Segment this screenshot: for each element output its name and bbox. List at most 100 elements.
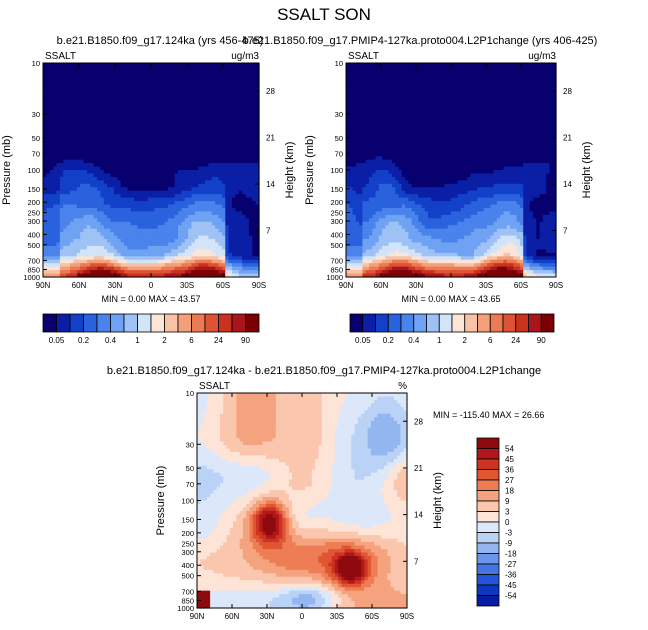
panel0-field-cell bbox=[53, 176, 58, 181]
panel0-field-cell bbox=[83, 118, 88, 123]
panel0-field-cell bbox=[66, 121, 71, 126]
panel0-field-cell bbox=[53, 183, 58, 188]
panel0-field-cell bbox=[255, 156, 260, 161]
panel0-field-cell bbox=[73, 104, 78, 109]
panel1-field-cell bbox=[405, 87, 409, 92]
panel0-field-cell bbox=[140, 190, 145, 195]
panel0-field-cell bbox=[127, 125, 132, 130]
panel0-field-cell bbox=[93, 259, 98, 264]
panel1-field-cell bbox=[408, 94, 413, 99]
panel0-field-cell bbox=[205, 211, 209, 216]
panel0-field-cell bbox=[194, 211, 199, 216]
panel0-field-cell bbox=[245, 104, 250, 109]
panel0-field-cell bbox=[140, 194, 145, 199]
panel0-field-cell bbox=[90, 149, 95, 154]
panel0-field-cell bbox=[110, 197, 115, 202]
panel0-field-cell bbox=[164, 118, 169, 123]
panel0-field-cell bbox=[59, 211, 64, 216]
panel0-field-cell bbox=[208, 221, 213, 226]
panel0-field-cell bbox=[191, 225, 196, 230]
panel0-field-cell bbox=[56, 156, 61, 161]
panel0-field-cell bbox=[174, 163, 179, 168]
panel0-field-cell bbox=[90, 176, 95, 181]
panel0-field-cell bbox=[218, 173, 223, 178]
panel0-field-cell bbox=[242, 180, 247, 185]
panel0-field-cell bbox=[63, 170, 68, 175]
panel1-field-cell bbox=[401, 80, 406, 85]
panel0-field-cell bbox=[73, 249, 78, 254]
panel0-field-cell bbox=[93, 132, 98, 137]
panel0-field-cell bbox=[134, 249, 139, 254]
panel1-field-cell bbox=[398, 76, 403, 81]
panel1-field-cell bbox=[391, 76, 396, 81]
panel0-field-cell bbox=[218, 87, 223, 92]
panel0-field-cell bbox=[147, 142, 152, 147]
panel0-field-cell bbox=[238, 80, 243, 85]
panel1-field-cell bbox=[388, 90, 393, 95]
panel1-field-cell bbox=[533, 90, 537, 95]
panel0-field-cell bbox=[49, 118, 54, 123]
panel0-field-cell bbox=[151, 135, 155, 140]
panel0-field-cell bbox=[167, 187, 172, 192]
panel1-field-cell bbox=[552, 76, 557, 81]
panel0-field-cell bbox=[134, 201, 139, 206]
panel0-field-cell bbox=[130, 83, 135, 88]
panel1-field-cell bbox=[529, 80, 534, 85]
panel0-field-cell bbox=[225, 163, 230, 168]
panel1-field-cell bbox=[457, 63, 462, 68]
panel0-field-cell bbox=[211, 256, 216, 261]
panel0-field-cell bbox=[97, 128, 101, 133]
panel0-field-cell bbox=[110, 107, 115, 112]
panel0-field-cell bbox=[134, 197, 139, 202]
panel0-field-cell bbox=[127, 252, 132, 257]
panel0-field-cell bbox=[225, 180, 230, 185]
panel0-field-cell bbox=[232, 76, 236, 81]
panel0-field-cell bbox=[59, 187, 64, 192]
panel0-field-cell bbox=[80, 114, 85, 119]
panel1-field-cell bbox=[411, 66, 416, 71]
panel1-field-cell bbox=[391, 90, 396, 95]
panel0-field-cell bbox=[235, 104, 240, 109]
panel1-field-cell bbox=[441, 69, 446, 74]
panel0-field-cell bbox=[59, 259, 64, 264]
panel0-field-cell bbox=[80, 149, 85, 154]
panel0-field-cell bbox=[73, 66, 78, 71]
panel0-field-cell bbox=[130, 249, 135, 254]
panel0-field-cell bbox=[228, 273, 233, 278]
panel0-field-cell bbox=[147, 83, 152, 88]
panel1-field-cell bbox=[372, 94, 377, 99]
panel1-field-cell bbox=[368, 80, 373, 85]
panel0-field-cell bbox=[215, 245, 220, 250]
panel0-field-cell bbox=[113, 145, 118, 150]
panel0-field-cell bbox=[56, 125, 61, 130]
panel0-field-cell bbox=[130, 111, 135, 116]
panel0-field-cell bbox=[93, 73, 98, 78]
panel0-field-cell bbox=[97, 170, 101, 175]
panel0-field-cell bbox=[157, 87, 162, 92]
panel0-field-cell bbox=[56, 256, 61, 261]
panel0-field-cell bbox=[211, 145, 216, 150]
panel1-field-cell bbox=[493, 69, 498, 74]
panel0-field-cell bbox=[73, 211, 78, 216]
panel0-field-cell bbox=[127, 132, 132, 137]
panel0-field-cell bbox=[113, 242, 118, 247]
panel0-field-cell bbox=[238, 235, 243, 240]
panel0-field-cell bbox=[110, 104, 115, 109]
panel0-field-cell bbox=[127, 66, 132, 71]
panel0-field-cell bbox=[161, 107, 166, 112]
panel1-field-cell bbox=[359, 66, 364, 71]
panel0-field-cell bbox=[127, 90, 132, 95]
panel0-field-cell bbox=[174, 80, 179, 85]
panel0-field-cell bbox=[198, 256, 203, 261]
panel0-field-cell bbox=[235, 159, 240, 164]
panel0-field-cell bbox=[53, 163, 58, 168]
panel0-field-cell bbox=[164, 176, 169, 181]
panel1-field-cell bbox=[480, 66, 485, 71]
panel0-field-cell bbox=[191, 97, 196, 102]
panel1-field-cell bbox=[470, 80, 475, 85]
panel0-field-cell bbox=[83, 97, 88, 102]
panel0-field-cell bbox=[154, 73, 159, 78]
panel0-field-cell bbox=[235, 132, 240, 137]
panel0-field-cell bbox=[117, 145, 122, 150]
panel0-field-cell bbox=[245, 107, 250, 112]
